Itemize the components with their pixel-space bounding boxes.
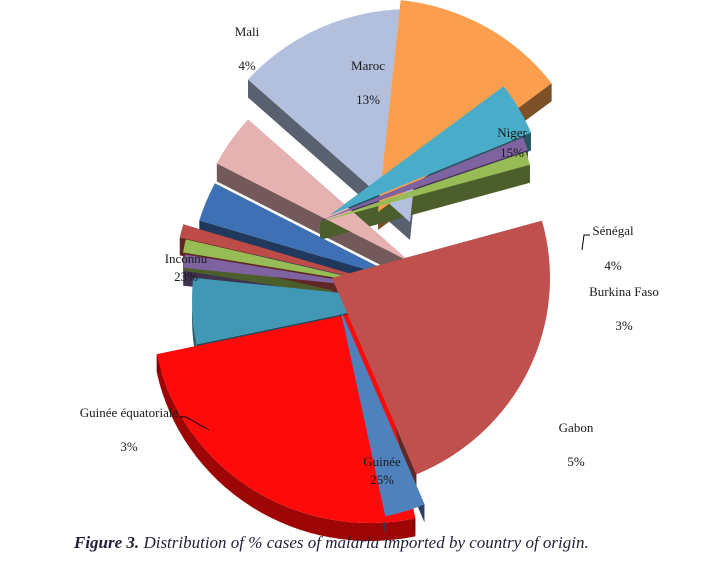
slice-value-guinee-equatoriale: 3% [120,439,138,454]
slice-guinee-equatoriale [340,308,425,517]
slice-wall-small-11-1 [320,164,530,240]
slice-inconnu [332,220,550,475]
slice-guinee [156,310,416,523]
figure-caption: Figure 3. Distribution of % cases of mal… [74,533,714,553]
slice-value-gabon: 5% [567,454,585,469]
slice-small-4 [179,224,392,286]
slice-mali [330,86,531,215]
slice-labels: Guinée 25% Gabon 5% Burkina Faso 3% Sénégal 4% N… [80,24,659,487]
slice-label-inconnu: Inconnu [165,251,208,266]
slice-value-maroc: 13% [356,92,380,107]
slice-value-guinee: 25% [370,472,394,487]
slice-label-mali: Mali [235,24,260,39]
slice-side-guinee [156,354,416,541]
slice-label-senegal: Sénégal [592,223,634,238]
slice-label-guinee-equatoriale: Guinée équatoriale [80,405,179,420]
slice-value-senegal: 4% [604,258,622,273]
slice-label-niger: Niger [497,125,527,140]
leader-lines [180,234,590,431]
slice-label-maroc: Maroc [351,58,385,73]
slice-label-burkina-faso: Burkina Faso [589,284,659,299]
figure-label: Figure 3. [74,533,140,552]
slice-gabon [192,277,410,345]
leader-line-senegal [581,234,590,251]
pie-slice-tops [156,0,552,523]
slice-value-niger: 15% [500,145,524,160]
figure-caption-text: Distribution of % cases of malaria impor… [139,533,589,552]
slice-value-mali: 4% [238,58,256,73]
slice-value-inconnu: 23% [174,269,198,284]
slice-burkina-faso [199,183,408,282]
slice-label-guinee: Guinée [363,454,401,469]
slice-value-burkina-faso: 3% [615,318,633,333]
slice-small-11 [320,151,530,222]
leader-line-guinee-equatoriale [180,416,210,431]
slice-senegal [216,119,410,262]
slice-label-gabon: Gabon [559,420,594,435]
slice-wall-senegal-0 [216,163,410,280]
slice-small-10 [322,137,528,220]
